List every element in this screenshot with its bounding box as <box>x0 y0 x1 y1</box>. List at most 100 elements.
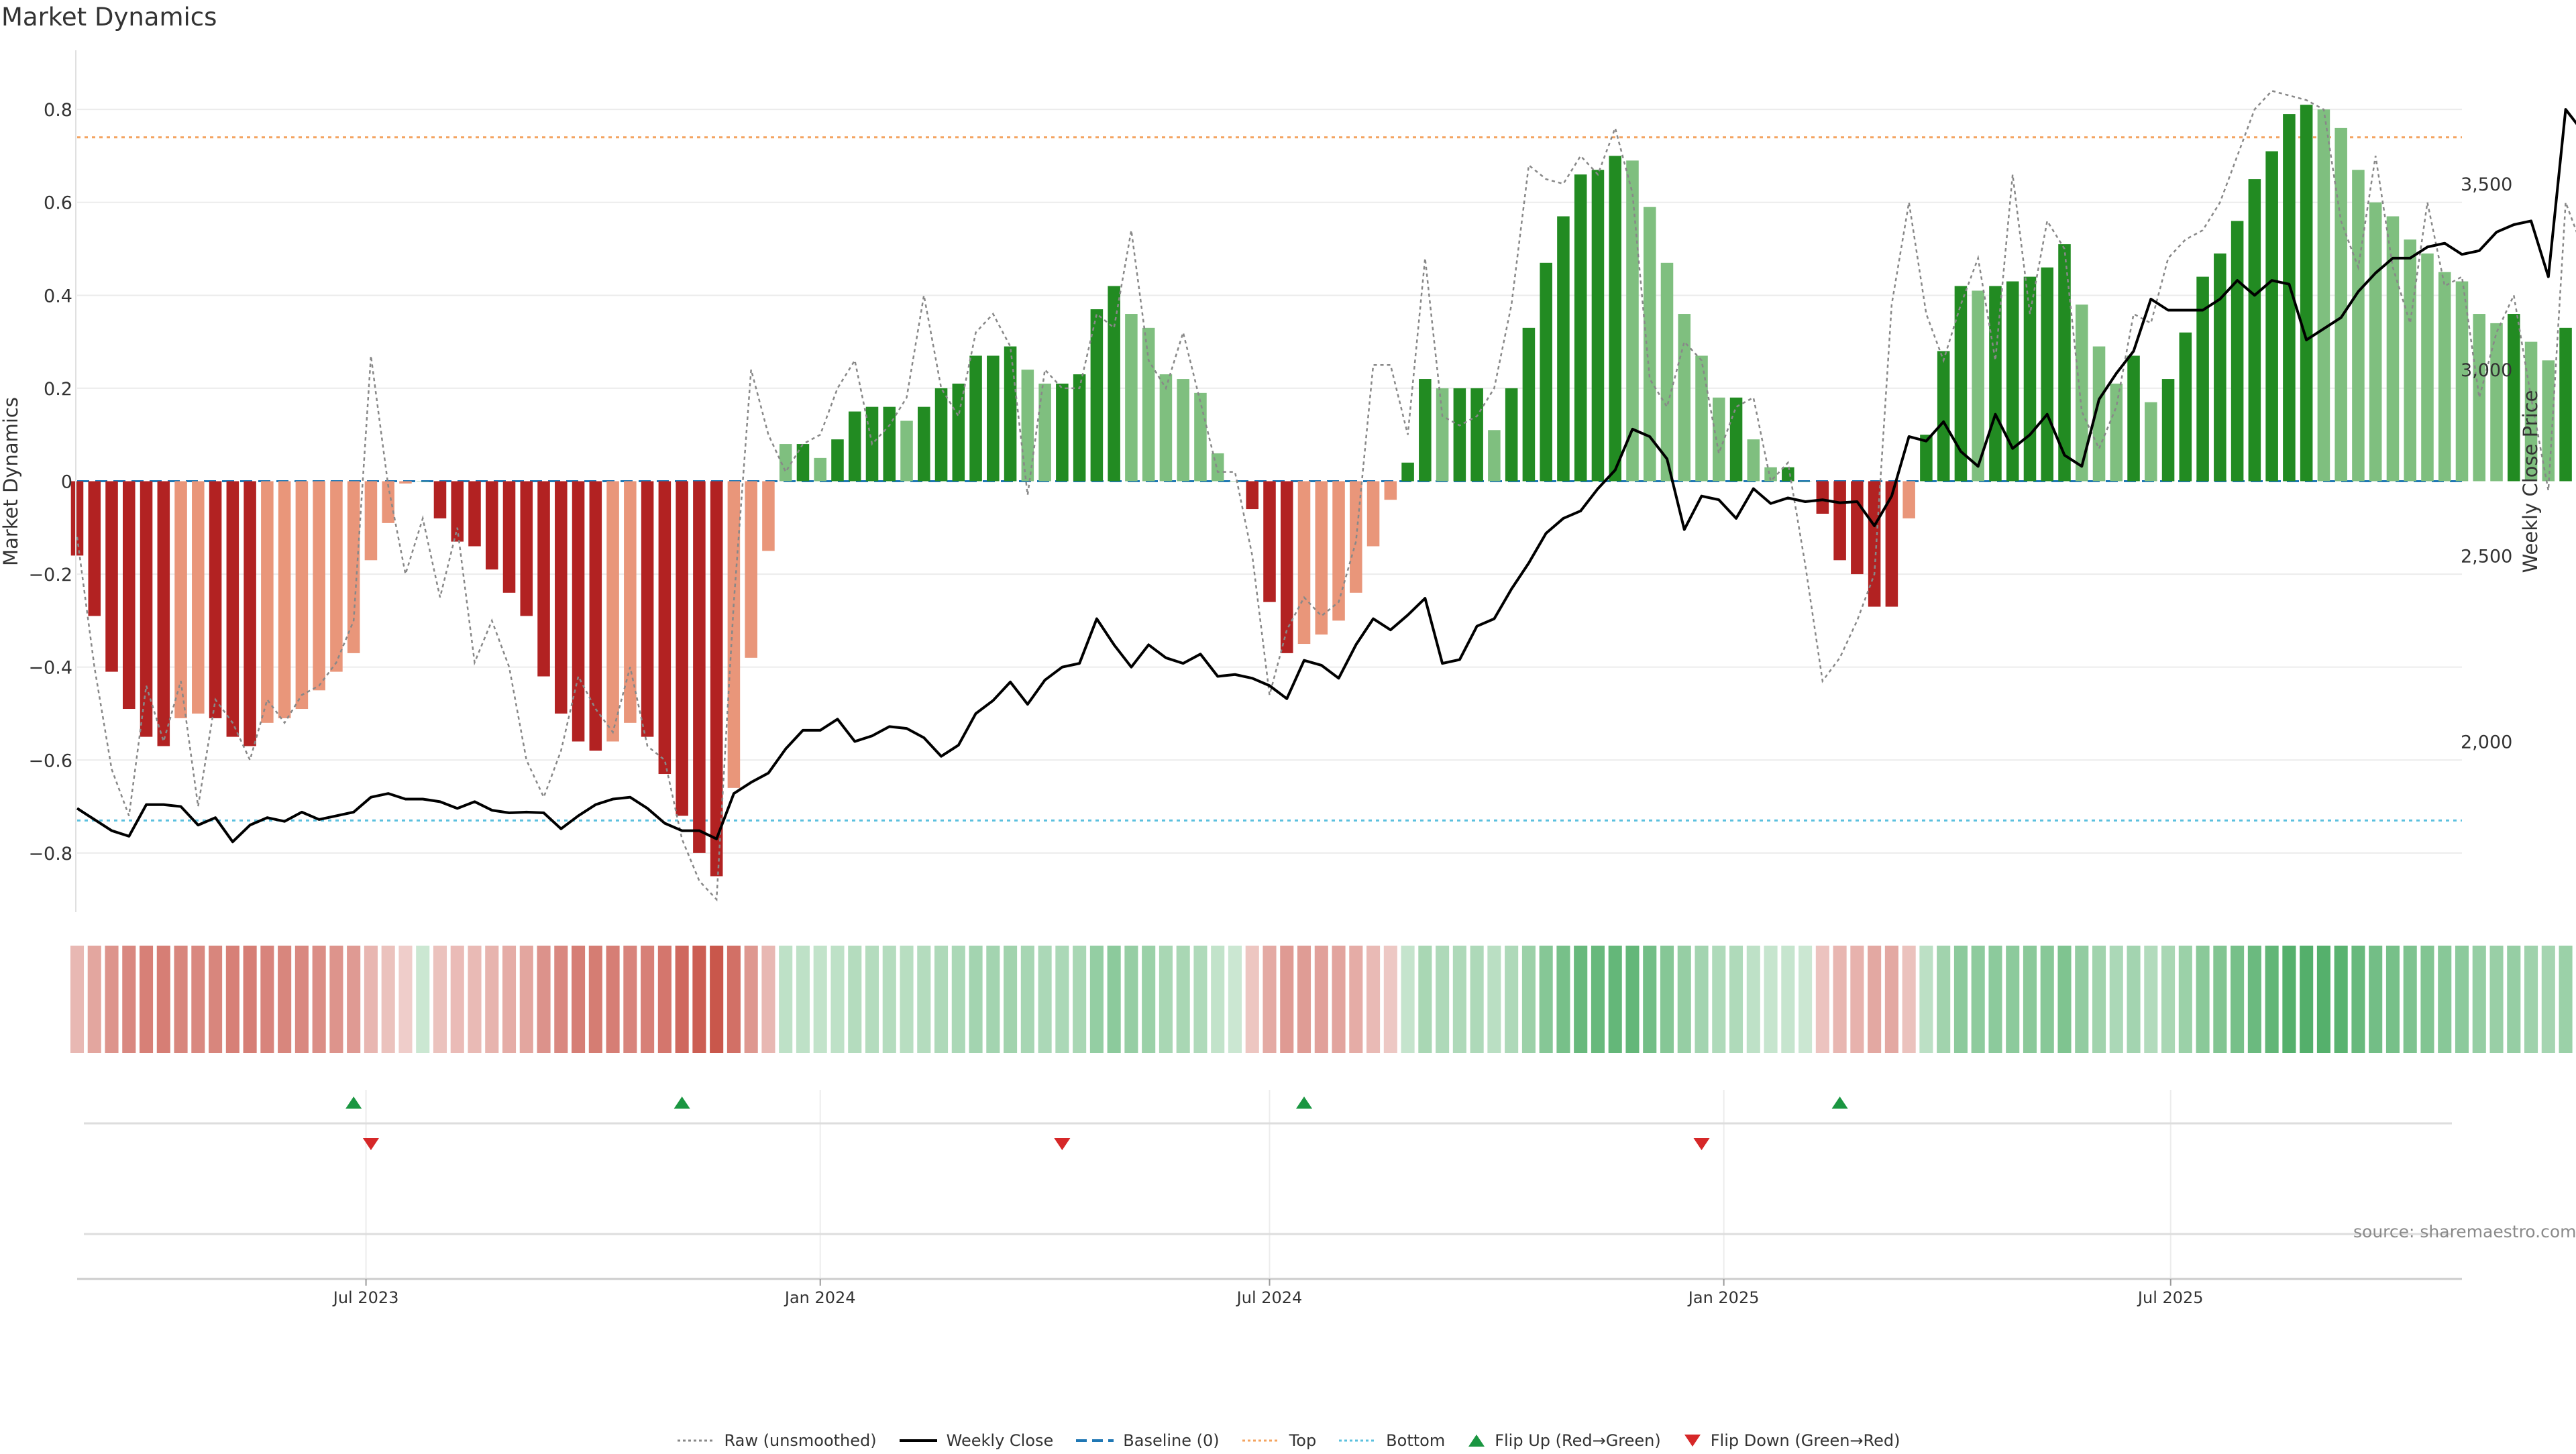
strip-cell <box>2351 946 2365 1053</box>
bar <box>624 481 637 723</box>
bar <box>1851 481 1864 575</box>
strip-cell <box>1280 946 1294 1053</box>
bar <box>710 481 723 877</box>
bar <box>1332 481 1345 621</box>
strip-cell <box>2489 946 2504 1053</box>
reference-lines <box>77 136 2462 822</box>
bar <box>1004 346 1017 482</box>
strip-cell <box>450 946 464 1053</box>
bar <box>192 481 205 714</box>
bar <box>848 411 861 482</box>
strip-cell <box>416 946 430 1053</box>
strip-cell <box>1107 946 1121 1053</box>
bar <box>364 481 378 561</box>
y-tick-label: 0 <box>61 472 72 493</box>
bar <box>2145 402 2157 482</box>
down-triangle-icon <box>1684 1435 1701 1447</box>
strip-cell <box>2092 946 2106 1053</box>
strip-cell <box>2040 946 2054 1053</box>
strip-cell <box>710 946 724 1053</box>
strip-cell <box>882 946 896 1053</box>
bar <box>1885 481 1898 607</box>
bar <box>2023 276 2037 482</box>
bar <box>1419 379 1432 482</box>
bar <box>1021 370 1034 482</box>
bar <box>2127 355 2140 482</box>
strip-cell <box>934 946 949 1053</box>
bar <box>900 421 913 482</box>
strip-cell <box>2127 946 2141 1053</box>
regime-strip <box>70 946 2573 1053</box>
bar <box>2508 314 2520 482</box>
strip-cell <box>519 946 533 1053</box>
weekly-close-line <box>76 108 2576 844</box>
axes: −0.8 −0.6 −0.4 −0.2 0 0.2 0.4 0.6 0.8 2,000 2,500 3… <box>28 50 2512 912</box>
legend-label-top: Top <box>1289 1431 1317 1450</box>
bar <box>1056 383 1069 482</box>
strip-cell <box>1020 946 1034 1053</box>
legend-item-flip-down: Flip Down (Green→Red) <box>1682 1431 1900 1450</box>
strip-cell <box>2023 946 2037 1053</box>
bar <box>1782 467 1794 482</box>
up-triangle-icon <box>1468 1435 1485 1447</box>
bar <box>520 481 533 616</box>
flip-up-marker <box>674 1097 690 1109</box>
bar <box>1073 374 1086 482</box>
y-tick-label: −0.2 <box>28 565 72 585</box>
strip-cell <box>1884 946 1898 1053</box>
strip-cell <box>2196 946 2210 1053</box>
bar <box>2006 281 2019 482</box>
y-tick-label: −0.8 <box>28 844 72 864</box>
x-axis: Jul 2023 Jan 2024 Jul 2024 Jan 2025 Jul 2025 <box>77 1278 2462 1307</box>
strip-cell <box>1712 946 1726 1053</box>
strip-cell <box>398 946 413 1053</box>
bar <box>1280 481 1293 653</box>
bar <box>1695 355 1708 482</box>
bar <box>451 481 464 542</box>
bar <box>1557 216 1570 482</box>
bar <box>1384 481 1397 500</box>
strip-cell <box>1643 946 1657 1053</box>
legend-item-close: Weekly Close <box>898 1431 1053 1450</box>
y-tick-label: 0.2 <box>44 379 72 400</box>
bar <box>1297 481 1311 645</box>
strip-cell <box>1263 946 1277 1053</box>
strip-cell <box>2161 946 2176 1053</box>
strip-cell <box>1850 946 1864 1053</box>
strip-cell <box>1608 946 1622 1053</box>
flip-down-marker <box>1693 1138 1710 1150</box>
strip-cell <box>969 946 983 1053</box>
strip-cell <box>1591 946 1605 1053</box>
page-title: Market Dynamics <box>1 3 217 32</box>
strip-cell <box>1574 946 1588 1053</box>
bar <box>1159 374 1173 482</box>
bar <box>831 439 844 482</box>
x-tick-label: Jul 2024 <box>1236 1288 1303 1307</box>
bar <box>382 481 394 523</box>
legend-item-flip-up: Flip Up (Red→Green) <box>1466 1431 1661 1450</box>
bar <box>2092 346 2106 482</box>
bar <box>209 481 222 718</box>
bar <box>2352 170 2365 482</box>
bar <box>969 355 982 482</box>
strip-cell <box>848 946 862 1053</box>
strip-cell <box>1660 946 1674 1053</box>
strip-cell <box>2438 946 2452 1053</box>
strip-cell <box>1436 946 1450 1053</box>
bar <box>1920 435 1933 482</box>
strip-cell <box>1971 946 1985 1053</box>
bar <box>2058 244 2071 482</box>
bar <box>226 481 239 737</box>
strip-cell <box>1366 946 1381 1053</box>
bar <box>1125 314 1138 482</box>
source-note: source: sharemaestro.com <box>2353 1222 2576 1241</box>
bar <box>641 481 654 737</box>
strip-cell <box>1988 946 2002 1053</box>
strip-cell <box>174 946 188 1053</box>
strip-cell <box>1073 946 1087 1053</box>
bar <box>2386 216 2400 482</box>
bar <box>2438 272 2451 482</box>
y-tick-label: 0.6 <box>44 193 72 214</box>
bar <box>1660 262 1674 482</box>
